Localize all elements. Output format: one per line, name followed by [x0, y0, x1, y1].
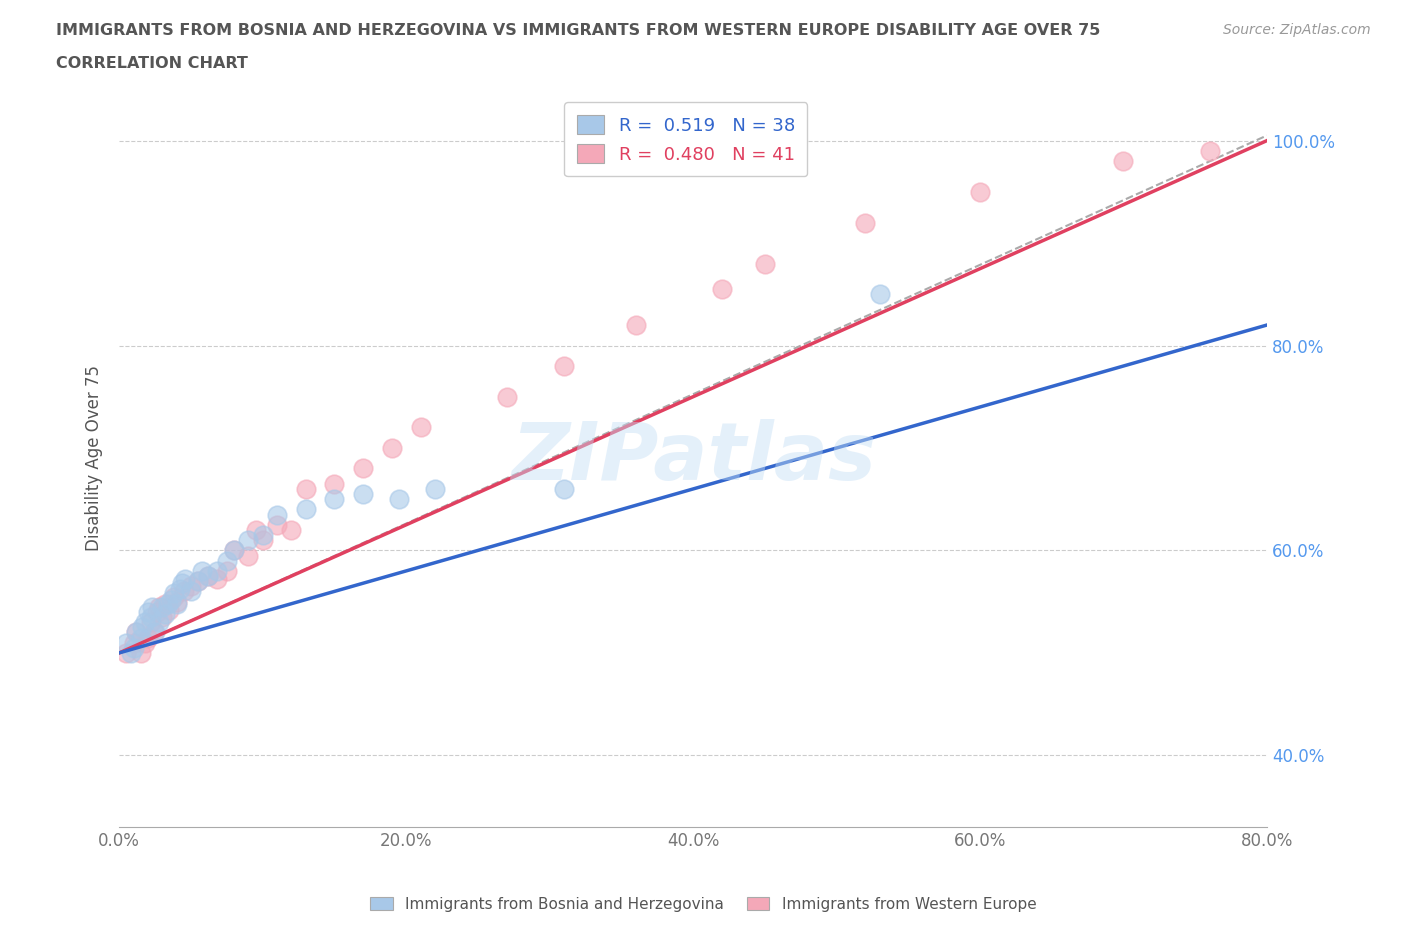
Point	[266, 517, 288, 532]
Point	[142, 625, 165, 640]
Text: IMMIGRANTS FROM BOSNIA AND HERZEGOVINA VS IMMIGRANTS FROM WESTERN EUROPE DISABIL: IMMIGRANTS FROM BOSNIA AND HERZEGOVINA V…	[56, 23, 1101, 38]
Point	[120, 645, 142, 660]
Point	[266, 507, 288, 522]
Point	[388, 492, 411, 507]
Point	[553, 359, 575, 374]
Point	[115, 645, 138, 660]
Point	[853, 215, 876, 230]
Text: ZIPatlas: ZIPatlas	[510, 419, 876, 498]
Point	[139, 615, 162, 630]
Point	[160, 592, 183, 607]
Point	[215, 564, 238, 578]
Point	[163, 589, 186, 604]
Point	[153, 596, 176, 611]
Point	[148, 599, 170, 614]
Point	[252, 527, 274, 542]
Point	[173, 584, 195, 599]
Point	[238, 548, 260, 563]
Point	[187, 574, 209, 589]
Point	[215, 553, 238, 568]
Text: Source: ZipAtlas.com: Source: ZipAtlas.com	[1223, 23, 1371, 37]
Point	[143, 625, 166, 640]
Point	[423, 482, 446, 497]
Point	[125, 625, 148, 640]
Point	[136, 630, 159, 644]
Point	[139, 609, 162, 624]
Point	[163, 586, 186, 601]
Point	[495, 390, 517, 405]
Point	[174, 572, 197, 587]
Point	[323, 492, 346, 507]
Point	[166, 596, 188, 611]
Point	[191, 564, 214, 578]
Point	[169, 582, 191, 597]
Point	[134, 615, 156, 630]
Point	[159, 603, 181, 618]
Point	[122, 641, 145, 656]
Point	[141, 599, 163, 614]
Point	[125, 625, 148, 640]
Y-axis label: Disability Age Over 75: Disability Age Over 75	[86, 365, 103, 551]
Point	[754, 256, 776, 271]
Point	[148, 615, 170, 630]
Point	[294, 502, 316, 517]
Point	[122, 635, 145, 650]
Point	[153, 606, 176, 621]
Point	[129, 630, 152, 644]
Point	[166, 594, 188, 609]
Point	[222, 543, 245, 558]
Point	[157, 596, 180, 611]
Point	[245, 523, 267, 538]
Point	[280, 523, 302, 538]
Point	[115, 635, 138, 650]
Point	[624, 317, 647, 332]
Text: CORRELATION CHART: CORRELATION CHART	[56, 56, 247, 71]
Point	[869, 286, 891, 301]
Point	[352, 486, 374, 501]
Point	[238, 533, 260, 548]
Point	[1198, 143, 1220, 158]
Legend: R =  0.519   N = 38, R =  0.480   N = 41: R = 0.519 N = 38, R = 0.480 N = 41	[564, 102, 807, 176]
Point	[150, 599, 173, 614]
Point	[136, 604, 159, 619]
Point	[145, 604, 167, 619]
Point	[134, 635, 156, 650]
Point	[352, 461, 374, 476]
Point	[131, 619, 153, 634]
Point	[187, 574, 209, 589]
Point	[252, 533, 274, 548]
Point	[222, 543, 245, 558]
Point	[294, 482, 316, 497]
Point	[129, 645, 152, 660]
Point	[969, 184, 991, 199]
Point	[180, 578, 202, 593]
Point	[323, 476, 346, 491]
Point	[180, 584, 202, 599]
Legend: Immigrants from Bosnia and Herzegovina, Immigrants from Western Europe: Immigrants from Bosnia and Herzegovina, …	[364, 890, 1042, 918]
Point	[205, 572, 228, 587]
Point	[1112, 153, 1135, 168]
Point	[710, 282, 733, 297]
Point	[150, 609, 173, 624]
Point	[381, 441, 404, 456]
Point	[197, 568, 219, 583]
Point	[553, 482, 575, 497]
Point	[197, 568, 219, 583]
Point	[205, 564, 228, 578]
Point	[409, 420, 432, 435]
Point	[172, 576, 194, 591]
